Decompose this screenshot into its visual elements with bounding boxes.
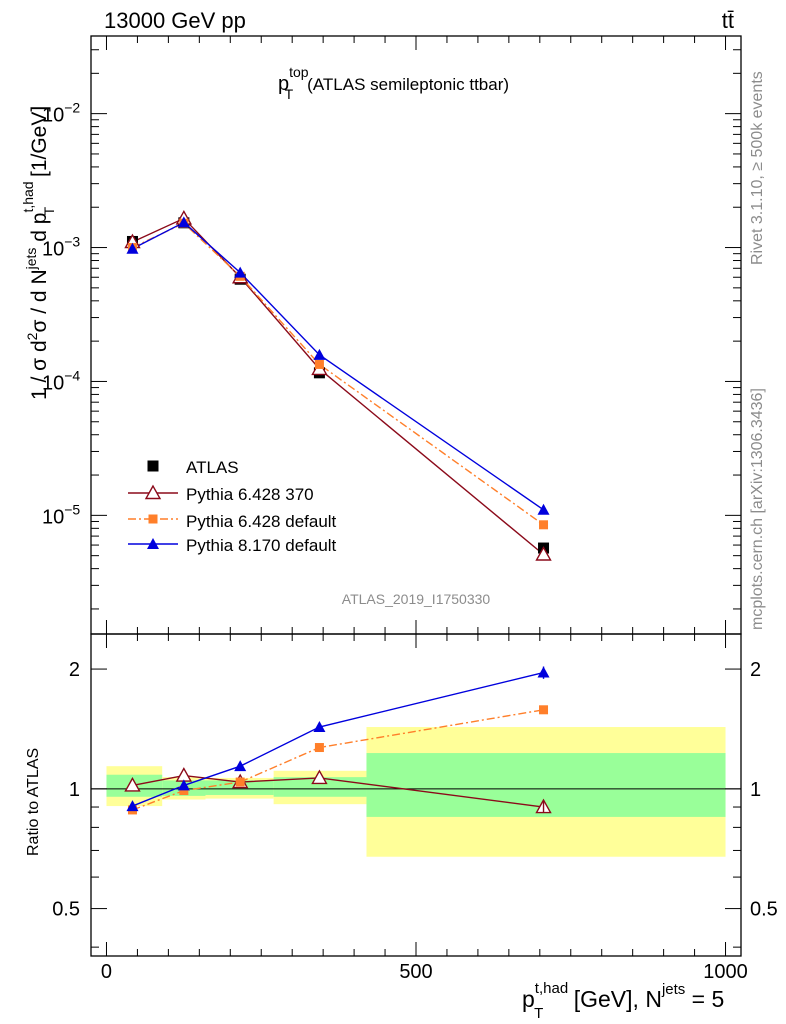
- ratio-tick-label-right-0.5: 0.5: [750, 899, 778, 921]
- legend-label-atlas: ATLAS: [186, 458, 239, 477]
- header-left: 13000 GeV pp: [104, 8, 246, 33]
- legend-marker-pythia-6-428-default: [148, 514, 158, 524]
- series-markers: [124, 209, 552, 815]
- y-axis-label: 1 / σ d2σ / d Njets d pt,had T [1/GeV]: [20, 106, 57, 400]
- main-line-pythia-6-428-default: [132, 222, 544, 526]
- ratio-point-pythia-6-428-default-2: [235, 777, 245, 787]
- y-tick-label-1e-2: 10−2: [42, 100, 80, 127]
- y-tick-label-1e-5: 10−5: [42, 501, 80, 528]
- main-point-pythia-6-428-default-4: [539, 520, 549, 530]
- ratio-point-pythia-8-170-default-1: [177, 779, 190, 791]
- ratio-tick-label-left-0.5: 0.5: [52, 899, 80, 921]
- x-tick-label-500: 500: [399, 961, 432, 983]
- ratio-point-pythia-6-428-default-1: [179, 786, 189, 796]
- ratio-tick-label-right-2: 2: [750, 659, 761, 681]
- ratio-point-pythia-6-428-default-3: [314, 743, 324, 753]
- main-point-pythia-8-170-default-2: [234, 266, 247, 278]
- x-tick-label-0: 0: [101, 961, 112, 983]
- ratio-line-pythia-6-428-default: [132, 709, 544, 811]
- legend-marker-atlas: [147, 460, 159, 472]
- legend-label-py6-default: Pythia 6.428 default: [186, 512, 337, 531]
- uncertainty-bands: [106, 727, 726, 857]
- ratio-point-pythia-8-170-default-2: [234, 760, 247, 772]
- main-point-pythia-8-170-default-3: [313, 348, 326, 360]
- main-point-pythia-6-428-default-3: [314, 359, 324, 369]
- ratio-tick-label-left-2: 2: [69, 659, 80, 681]
- legend-marker-pythia-8-170-default: [147, 538, 159, 549]
- ratio-point-pythia-8-170-default-0: [126, 800, 139, 812]
- ratio-point-pythia-6-428-370-3: [311, 769, 328, 785]
- x-axis-label: pt,had T [GeV], Njets = 5: [522, 980, 724, 1022]
- main-line-pythia-6-428-370: [132, 217, 544, 556]
- main-point-pythia-8-170-default-0: [126, 242, 139, 254]
- legend-label-py6-370: Pythia 6.428 370: [186, 485, 314, 504]
- ratio-tick-label-left-1: 1: [69, 779, 80, 801]
- ratio-axis-label: Ratio to ATLAS: [25, 748, 42, 856]
- ratio-point-pythia-6-428-370-1: [175, 767, 193, 782]
- analysis-watermark: ATLAS_2019_I1750330: [342, 591, 491, 607]
- mcplots-label: mcplots.cern.ch [arXiv:1306.3436]: [749, 388, 766, 630]
- ratio-tick-label-right-1: 1: [750, 779, 761, 801]
- y-tick-label-1e-3: 10−3: [42, 234, 80, 261]
- ratio-point-pythia-6-428-370-0: [124, 776, 141, 792]
- main-point-pythia-8-170-default-1: [177, 216, 190, 228]
- legend-marker-pythia-6-428-370: [144, 484, 162, 500]
- tick-labels: 10−2 10−3 10−4 10−5 2 1 0.5 2 1 0.5 0 50…: [42, 100, 778, 983]
- rivet-label: Rivet 3.1.10, ≥ 500k events: [749, 71, 766, 265]
- y-tick-label-1e-4: 10−4: [42, 367, 80, 394]
- main-point-pythia-6-428-370-4: [535, 546, 552, 561]
- main-point-pythia-8-170-default-4: [537, 503, 550, 515]
- legend: ATLAS Pythia 6.428 370 Pythia 6.428 defa…: [128, 458, 337, 555]
- header-right: tt̄: [722, 8, 734, 33]
- legend-label-py8-default: Pythia 8.170 default: [186, 536, 337, 555]
- x-tick-label-1000: 1000: [703, 961, 748, 983]
- plot-title: ptop T (ATLAS semileptonic ttbar): [278, 64, 509, 102]
- inner-band-bin-3: [273, 777, 367, 797]
